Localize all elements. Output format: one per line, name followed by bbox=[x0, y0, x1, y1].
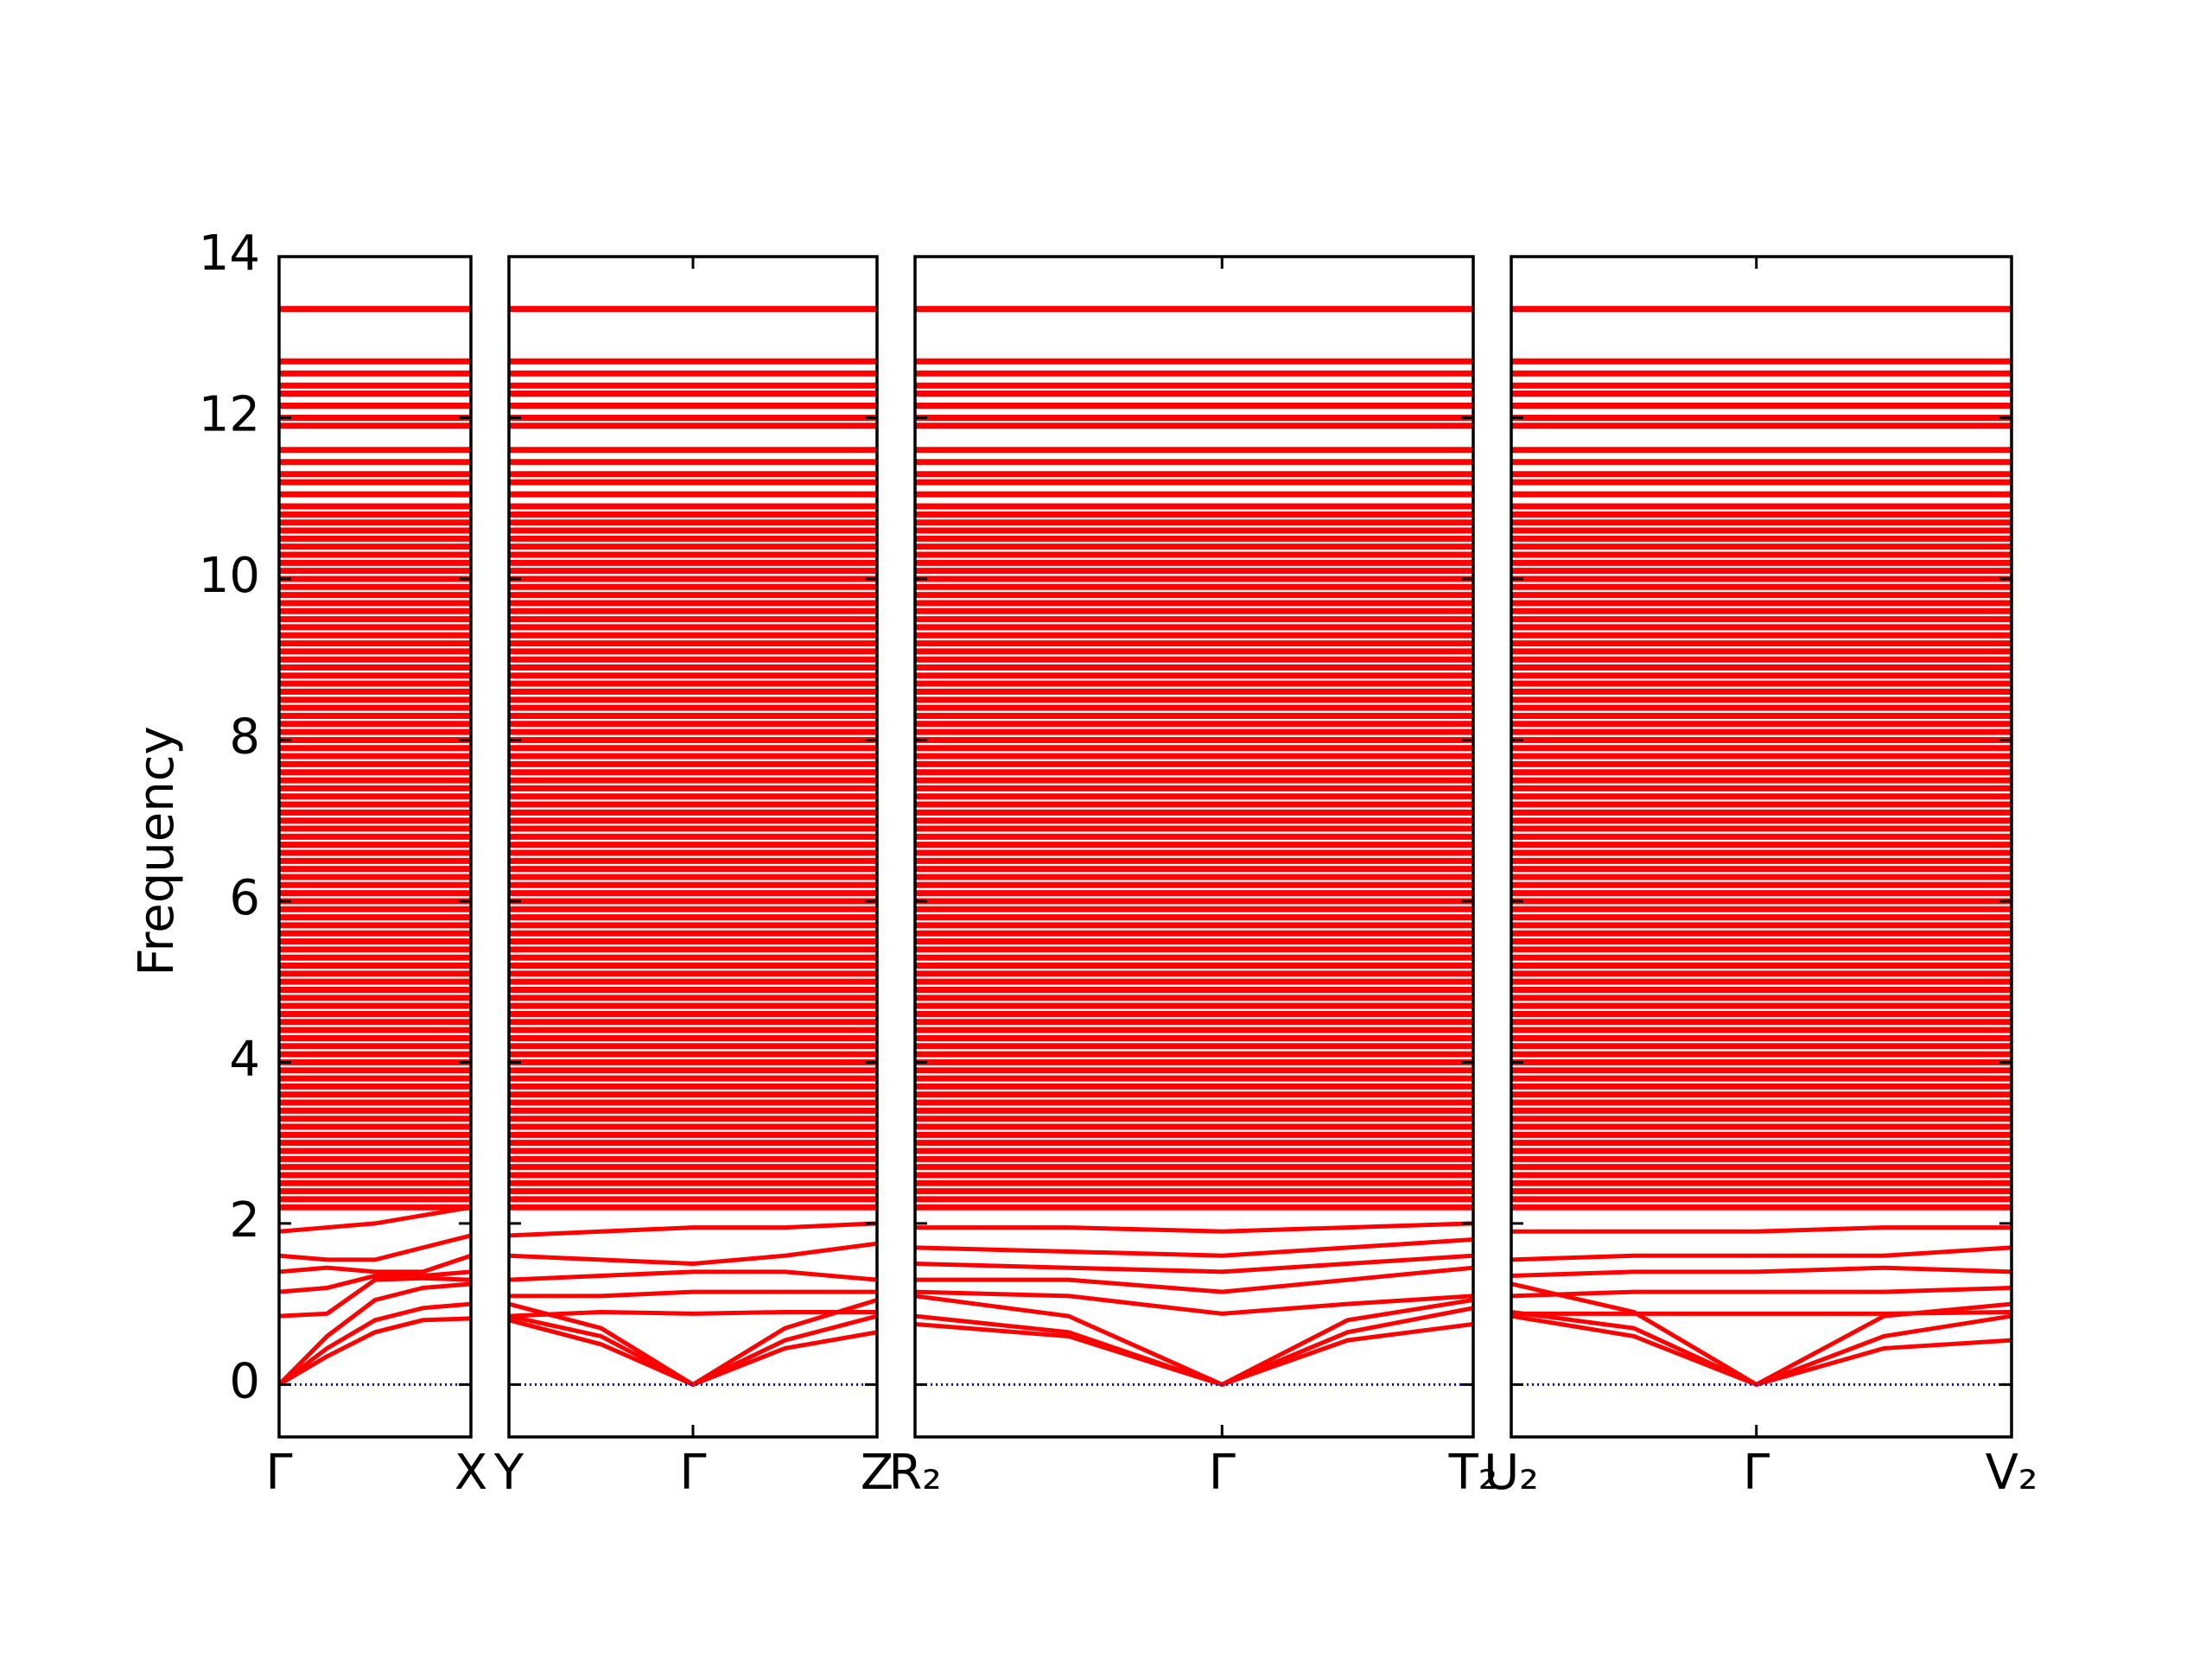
y-tick-label: 14 bbox=[199, 226, 260, 282]
panel-frame bbox=[277, 255, 473, 1439]
x-tick-label: R₂ bbox=[888, 1445, 941, 1501]
y-tick-label: 12 bbox=[199, 387, 260, 443]
band bbox=[279, 1205, 471, 1234]
panel: U₂ Γ V₂ bbox=[1484, 255, 2038, 1501]
panel-frame bbox=[1510, 255, 2013, 1439]
y-tick-label: 2 bbox=[229, 1192, 260, 1249]
x-tick-label: Z bbox=[861, 1445, 893, 1501]
band bbox=[915, 1237, 1473, 1258]
panel: R₂ Γ T₂ bbox=[888, 255, 1498, 1501]
band bbox=[1511, 1225, 2012, 1234]
band bbox=[279, 1233, 471, 1262]
band bbox=[279, 1269, 471, 1294]
band bbox=[279, 1316, 471, 1387]
band bbox=[509, 1269, 877, 1282]
x-tick-label: Y bbox=[493, 1445, 524, 1501]
band bbox=[1511, 1281, 2012, 1388]
band bbox=[509, 1298, 877, 1388]
x-tick-label: Γ bbox=[265, 1445, 292, 1501]
band bbox=[509, 1313, 877, 1388]
x-tick-label: Γ bbox=[679, 1445, 706, 1501]
plot-area bbox=[279, 306, 471, 1387]
panel: 0 2 4 6 8 10 12 14 Γ X bbox=[199, 226, 487, 1501]
y-tick-label: 6 bbox=[229, 870, 260, 926]
y-tick-label: 8 bbox=[229, 709, 260, 766]
band bbox=[1511, 1309, 2012, 1316]
y-tick-label: 0 bbox=[229, 1354, 260, 1410]
y-tick-label: 10 bbox=[199, 548, 260, 604]
y-axis-label: Frequency bbox=[129, 726, 185, 976]
x-tick-label: U₂ bbox=[1484, 1445, 1538, 1501]
band bbox=[509, 1289, 877, 1299]
band bbox=[915, 1221, 1473, 1234]
band bbox=[509, 1241, 877, 1267]
band bbox=[915, 1253, 1473, 1274]
band bbox=[509, 1221, 877, 1238]
band bbox=[1511, 1265, 2012, 1279]
band bbox=[279, 1275, 471, 1319]
x-tick-label: Γ bbox=[1743, 1445, 1770, 1501]
x-tick-label: T₂ bbox=[1448, 1445, 1498, 1501]
x-tick-label: Γ bbox=[1209, 1445, 1236, 1501]
x-tick-label: X bbox=[454, 1445, 487, 1501]
band bbox=[279, 1281, 471, 1387]
x-tick-label: V₂ bbox=[1986, 1445, 2038, 1501]
band bbox=[1511, 1286, 2012, 1299]
plot-area bbox=[509, 306, 877, 1388]
band bbox=[279, 1253, 471, 1274]
panel-frame bbox=[913, 255, 1475, 1439]
plot-area bbox=[915, 306, 1473, 1388]
band bbox=[1511, 1309, 2012, 1388]
y-tick-label: 4 bbox=[229, 1032, 260, 1088]
band bbox=[915, 1265, 1473, 1294]
band bbox=[915, 1289, 1473, 1316]
plot-area bbox=[1511, 306, 2012, 1388]
band bbox=[279, 1301, 471, 1387]
band bbox=[1511, 1245, 2012, 1262]
band bbox=[509, 1309, 877, 1319]
